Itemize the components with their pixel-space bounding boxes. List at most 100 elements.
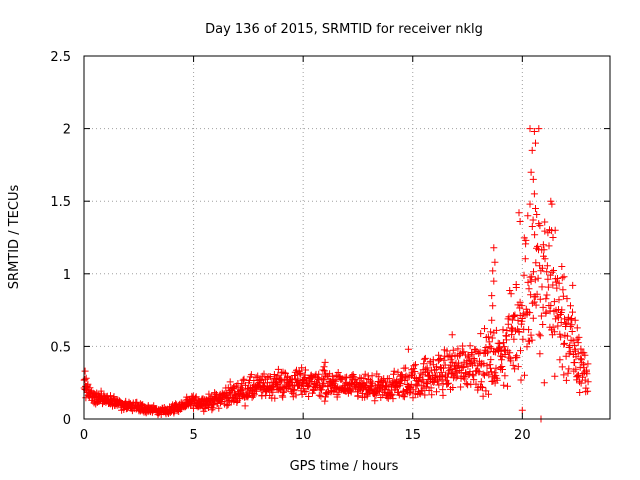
x-tick-label: 0 bbox=[80, 428, 88, 443]
data-point bbox=[479, 384, 486, 392]
data-point bbox=[266, 373, 274, 381]
data-point bbox=[536, 350, 544, 358]
data-point bbox=[374, 388, 382, 396]
data-point bbox=[457, 383, 465, 391]
data-point bbox=[459, 342, 467, 350]
data-point bbox=[409, 394, 417, 402]
data-point bbox=[506, 287, 514, 294]
data-point bbox=[291, 372, 298, 379]
data-point bbox=[498, 363, 506, 370]
data-point bbox=[435, 381, 443, 389]
data-point bbox=[527, 168, 535, 176]
data-point bbox=[537, 312, 545, 320]
axis-ticks bbox=[83, 55, 610, 420]
data-point bbox=[84, 380, 92, 388]
data-point bbox=[394, 368, 402, 376]
data-point bbox=[510, 335, 518, 343]
data-point bbox=[525, 285, 533, 293]
data-point bbox=[515, 328, 523, 336]
data-point bbox=[319, 366, 327, 374]
data-point bbox=[274, 371, 282, 379]
data-point bbox=[522, 236, 530, 244]
data-point bbox=[529, 314, 537, 322]
data-point bbox=[388, 391, 396, 399]
data-point bbox=[491, 369, 499, 377]
data-point bbox=[574, 339, 582, 347]
data-point bbox=[584, 360, 592, 368]
data-point bbox=[321, 358, 329, 366]
data-point bbox=[532, 301, 540, 309]
data-point bbox=[493, 376, 501, 384]
data-point bbox=[565, 365, 573, 373]
data-point bbox=[530, 298, 538, 306]
x-axis-label: GPS time / hours bbox=[290, 459, 399, 474]
data-point bbox=[420, 360, 428, 368]
data-point bbox=[532, 259, 540, 267]
data-point bbox=[388, 383, 395, 391]
data-point bbox=[437, 355, 445, 362]
data-point bbox=[544, 229, 552, 237]
data-point bbox=[320, 363, 328, 371]
data-point bbox=[498, 356, 506, 364]
data-point bbox=[542, 308, 550, 316]
data-point bbox=[575, 333, 583, 341]
data-point bbox=[524, 278, 532, 286]
data-point bbox=[535, 330, 543, 338]
data-point bbox=[274, 381, 282, 389]
data-point bbox=[260, 370, 268, 378]
data-point bbox=[81, 367, 89, 375]
data-point bbox=[500, 346, 508, 354]
data-point bbox=[562, 376, 570, 384]
data-point bbox=[482, 344, 490, 351]
data-point bbox=[334, 369, 342, 376]
data-point bbox=[564, 369, 572, 377]
data-point bbox=[542, 295, 550, 303]
data-point bbox=[365, 376, 373, 383]
data-point bbox=[544, 283, 552, 291]
data-point bbox=[555, 279, 563, 287]
data-point bbox=[445, 379, 452, 387]
data-point bbox=[458, 362, 466, 370]
data-point bbox=[389, 395, 397, 403]
data-point bbox=[504, 320, 512, 328]
data-point bbox=[548, 268, 556, 276]
data-point bbox=[437, 368, 445, 376]
data-point bbox=[443, 373, 451, 381]
data-point bbox=[433, 363, 441, 371]
data-point bbox=[581, 376, 589, 384]
data-point bbox=[448, 358, 456, 366]
data-point bbox=[527, 277, 535, 285]
data-point bbox=[582, 384, 590, 392]
data-point bbox=[541, 218, 549, 226]
data-point bbox=[529, 216, 537, 224]
data-point bbox=[572, 365, 580, 373]
data-point bbox=[558, 306, 566, 314]
data-point bbox=[347, 388, 355, 396]
data-point bbox=[479, 392, 487, 400]
data-point bbox=[563, 332, 571, 340]
data-point bbox=[574, 350, 582, 358]
data-point bbox=[86, 384, 94, 392]
data-point bbox=[569, 337, 577, 345]
data-point bbox=[469, 370, 477, 378]
data-point bbox=[566, 323, 574, 330]
data-point bbox=[239, 376, 247, 384]
data-point bbox=[284, 372, 292, 380]
data-point bbox=[569, 308, 576, 316]
data-point bbox=[576, 378, 583, 386]
data-point bbox=[437, 364, 444, 371]
data-point bbox=[488, 292, 496, 300]
data-point bbox=[271, 394, 279, 402]
data-point bbox=[555, 296, 563, 304]
data-point bbox=[488, 316, 496, 324]
data-point bbox=[514, 316, 522, 324]
x-tick-labels: 0 5 10 15 20 bbox=[80, 428, 531, 443]
data-point bbox=[321, 397, 329, 405]
data-point bbox=[398, 376, 406, 384]
data-point bbox=[536, 222, 544, 230]
data-point bbox=[319, 381, 327, 389]
data-point bbox=[404, 345, 412, 353]
data-point bbox=[471, 346, 479, 354]
data-point bbox=[421, 354, 429, 362]
